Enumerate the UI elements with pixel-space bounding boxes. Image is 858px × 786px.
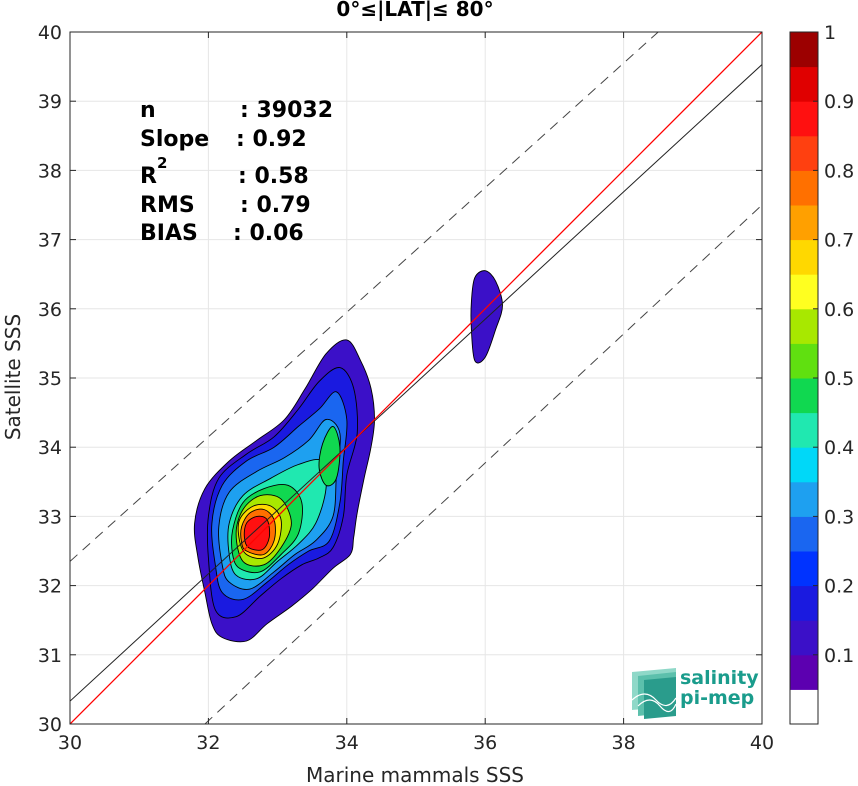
contour-small-blob [470, 270, 503, 364]
y-tick-label: 37 [38, 230, 62, 252]
stat-slope-label: Slope [140, 127, 209, 152]
stat-bias-value: : 0.06 [233, 221, 304, 246]
stat-slope-value: : 0.92 [236, 127, 307, 152]
y-tick-label: 34 [38, 437, 62, 459]
contour-second-peak [318, 425, 341, 487]
colorbar-ticks: 0.1 0.2 0.3 0.4 0.5 0.6 0.7 0.8 0.9 1 [813, 22, 854, 667]
x-tick-label: 32 [196, 732, 220, 754]
stat-rms-value: : 0.79 [240, 193, 311, 218]
colorbar-segment [790, 205, 818, 241]
y-tick-label: 32 [38, 576, 62, 598]
colorbar-tick-label: 0.2 [824, 576, 854, 598]
colorbar-tick-label: 1 [824, 22, 836, 44]
colorbar-segment [790, 378, 818, 414]
upper-dashed-line [70, 32, 659, 562]
colorbar [789, 31, 819, 725]
colorbar-segment [790, 481, 818, 517]
logo-text-salinity: salinity [680, 667, 759, 689]
contour-level-0.9 [243, 515, 271, 551]
x-tick-label: 36 [473, 732, 497, 754]
stat-bias-label: BIAS [140, 221, 198, 246]
y-tick-label: 31 [38, 645, 62, 667]
lower-dashed-line [204, 204, 762, 724]
axis-ticks: 30 32 34 36 38 40 30 31 32 33 34 35 36 37 38 39 40 [38, 22, 774, 754]
colorbar-tick-label: 0.6 [824, 299, 854, 321]
colorbar-tick-label: 0.1 [824, 645, 854, 667]
x-tick-label: 30 [58, 732, 82, 754]
colorbar-segment [790, 551, 818, 587]
chart-title: 0°≤|LAT|≤ 80° [336, 0, 493, 21]
identity-line [70, 32, 762, 724]
colorbar-segment [790, 447, 818, 483]
stat-n-label: n [140, 98, 156, 123]
colorbar-segment [790, 516, 818, 552]
colorbar-tick-label: 0.8 [824, 160, 854, 182]
stat-rms-label: RMS [140, 193, 195, 218]
y-tick-label: 30 [38, 714, 62, 736]
colorbar-tick-label: 0.9 [824, 91, 854, 113]
stat-r2-value: : 0.58 [238, 164, 309, 189]
colorbar-segment [790, 239, 818, 275]
logo-waves-icon [631, 668, 677, 719]
x-axis-label: Marine mammals SSS [306, 763, 524, 786]
colorbar-segment [790, 689, 818, 725]
x-tick-label: 38 [612, 732, 636, 754]
y-tick-label: 38 [38, 160, 62, 182]
colorbar-tick-label: 0.5 [824, 368, 854, 390]
y-tick-label: 35 [38, 368, 62, 390]
colorbar-segment [790, 135, 818, 171]
regression-line [70, 64, 762, 702]
colorbar-tick-label: 0.3 [824, 506, 854, 528]
colorbar-segment [790, 101, 818, 137]
colorbar-segment [790, 343, 818, 379]
colorbar-segment [790, 308, 818, 344]
colorbar-segment [790, 620, 818, 656]
colorbar-segment [790, 585, 818, 621]
density-contours [193, 270, 503, 643]
colorbar-segment [790, 66, 818, 102]
colorbar-segment [790, 170, 818, 206]
colorbar-segment [790, 412, 818, 448]
stat-n-value: : 39032 [240, 98, 333, 123]
stats-box: n : 39032 Slope : 0.92 R 2 : 0.58 RMS : … [140, 98, 333, 246]
y-tick-label: 36 [38, 299, 62, 321]
colorbar-tick-label: 0.7 [824, 230, 854, 252]
salinity-pimep-logo: salinity pi-mep [631, 667, 759, 719]
logo-text-pimep: pi-mep [680, 687, 754, 709]
y-tick-label: 39 [38, 91, 62, 113]
colorbar-segment [790, 654, 818, 690]
colorbar-segment [790, 274, 818, 310]
y-tick-label: 33 [38, 506, 62, 528]
stat-r2-label: R [140, 164, 157, 189]
colorbar-segment [790, 32, 818, 68]
reference-lines [70, 32, 762, 724]
y-tick-label: 40 [38, 22, 62, 44]
colorbar-tick-label: 0.4 [824, 437, 854, 459]
y-axis-label: Satellite SSS [1, 314, 25, 440]
x-tick-label: 34 [335, 732, 359, 754]
x-tick-label: 40 [750, 732, 774, 754]
stat-r2-superscript: 2 [157, 154, 167, 172]
